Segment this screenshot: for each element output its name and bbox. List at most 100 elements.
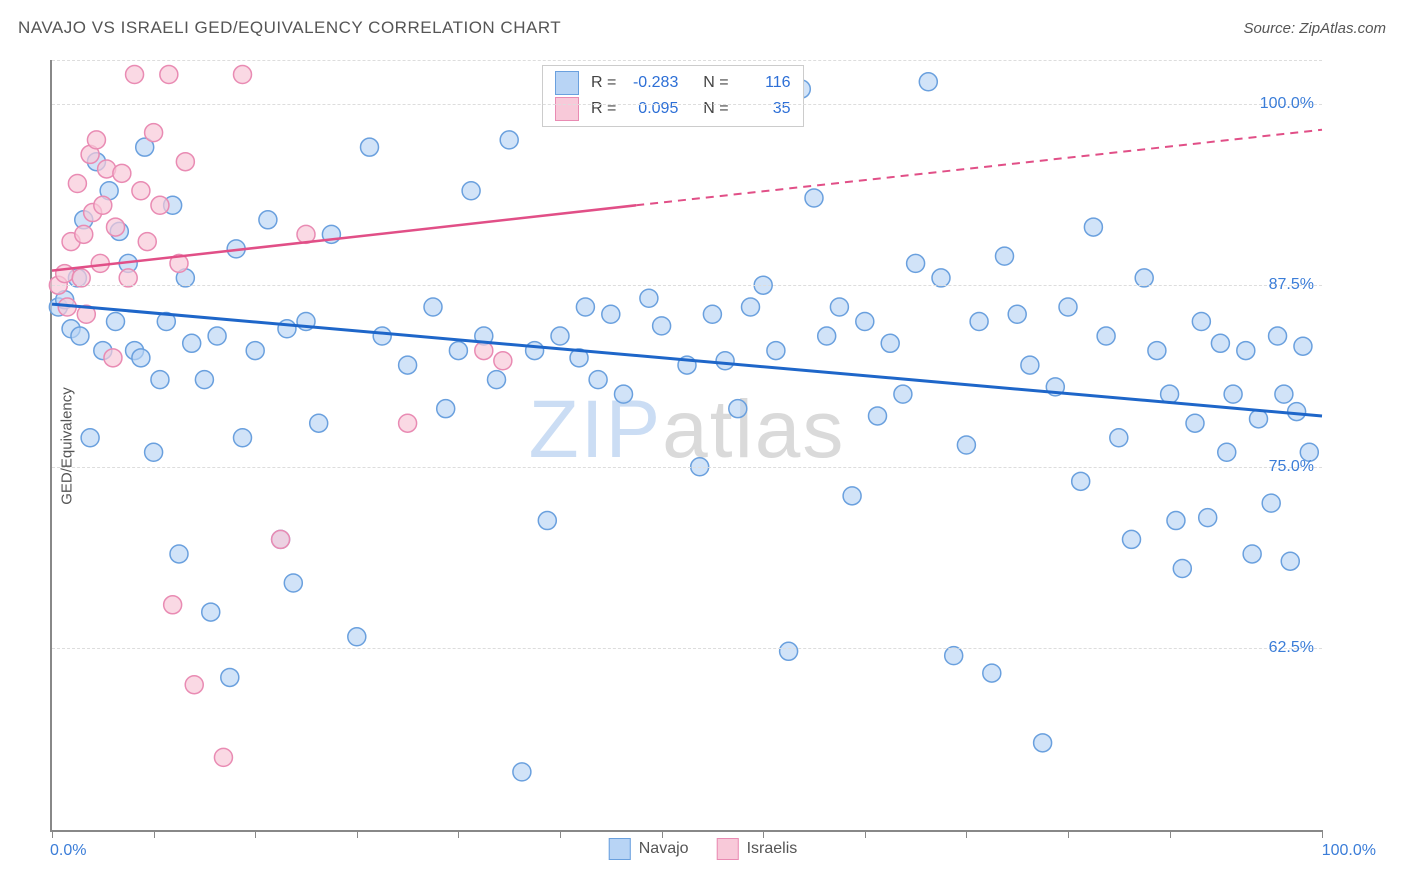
- scatter-point: [202, 603, 220, 621]
- scatter-point: [1262, 494, 1280, 512]
- scatter-point: [195, 371, 213, 389]
- scatter-point: [1250, 410, 1268, 428]
- scatter-point: [500, 131, 518, 149]
- gridline: [52, 467, 1322, 468]
- x-tick: [560, 830, 561, 838]
- trend-line: [52, 304, 1322, 416]
- scatter-point: [1161, 385, 1179, 403]
- scatter-point: [272, 530, 290, 548]
- x-tick: [865, 830, 866, 838]
- x-tick: [763, 830, 764, 838]
- stats-row-israelis: R = 0.095 N = 35: [555, 96, 791, 122]
- scatter-point: [68, 174, 86, 192]
- scatter-point: [729, 400, 747, 418]
- scatter-point: [399, 414, 417, 432]
- x-tick: [458, 830, 459, 838]
- scatter-point: [56, 265, 74, 283]
- r-navajo: -0.283: [624, 70, 678, 96]
- scatter-point: [361, 138, 379, 156]
- scatter-point: [449, 342, 467, 360]
- scatter-point: [1243, 545, 1261, 563]
- scatter-point: [1211, 334, 1229, 352]
- scatter-point: [1224, 385, 1242, 403]
- scatter-point: [94, 196, 112, 214]
- scatter-point: [234, 429, 252, 447]
- scatter-point: [488, 371, 506, 389]
- scatter-point: [1275, 385, 1293, 403]
- scatter-point: [310, 414, 328, 432]
- scatter-point: [1008, 305, 1026, 323]
- n-navajo: 116: [737, 70, 791, 96]
- scatter-point: [881, 334, 899, 352]
- chart-svg: [52, 60, 1322, 830]
- legend-swatch-israelis: [717, 838, 739, 860]
- scatter-point: [437, 400, 455, 418]
- n-label2: N =: [703, 96, 728, 122]
- scatter-point: [145, 124, 163, 142]
- scatter-point: [214, 748, 232, 766]
- scatter-point: [780, 642, 798, 660]
- legend-navajo: Navajo: [609, 838, 689, 860]
- scatter-point: [1199, 509, 1217, 527]
- scatter-point: [151, 196, 169, 214]
- scatter-point: [716, 352, 734, 370]
- scatter-point: [132, 349, 150, 367]
- scatter-point: [907, 254, 925, 272]
- r-israelis: 0.095: [624, 96, 678, 122]
- scatter-point: [742, 298, 760, 316]
- scatter-point: [818, 327, 836, 345]
- scatter-point: [424, 298, 442, 316]
- chart-header: NAVAJO VS ISRAELI GED/EQUIVALENCY CORREL…: [18, 18, 1386, 38]
- scatter-point: [1148, 342, 1166, 360]
- scatter-point: [81, 429, 99, 447]
- scatter-point: [589, 371, 607, 389]
- x-tick: [255, 830, 256, 838]
- swatch-israelis: [555, 97, 579, 121]
- scatter-point: [970, 313, 988, 331]
- scatter-point: [75, 225, 93, 243]
- scatter-point: [185, 676, 203, 694]
- scatter-point: [576, 298, 594, 316]
- scatter-point: [160, 66, 178, 84]
- scatter-point: [234, 66, 252, 84]
- x-min-label: 0.0%: [50, 842, 86, 860]
- scatter-point: [475, 342, 493, 360]
- scatter-point: [1288, 403, 1306, 421]
- scatter-point: [526, 342, 544, 360]
- scatter-point: [1173, 559, 1191, 577]
- gridline: [52, 104, 1322, 105]
- n-label: N =: [703, 70, 728, 96]
- y-tick-label: 75.0%: [1269, 458, 1314, 476]
- scatter-point: [869, 407, 887, 425]
- scatter-point: [856, 313, 874, 331]
- scatter-point: [87, 131, 105, 149]
- scatter-point: [113, 164, 131, 182]
- x-tick: [662, 830, 663, 838]
- scatter-point: [259, 211, 277, 229]
- scatter-point: [1237, 342, 1255, 360]
- scatter-point: [843, 487, 861, 505]
- scatter-point: [246, 342, 264, 360]
- scatter-point: [1218, 443, 1236, 461]
- x-tick: [52, 830, 53, 838]
- scatter-point: [703, 305, 721, 323]
- bottom-legend: Navajo Israelis: [609, 838, 798, 860]
- stats-row-navajo: R = -0.283 N = 116: [555, 70, 791, 96]
- r-label: R =: [591, 70, 616, 96]
- gridline: [52, 60, 1322, 61]
- scatter-point: [1167, 512, 1185, 530]
- scatter-point: [1034, 734, 1052, 752]
- scatter-point: [767, 342, 785, 360]
- x-tick: [1322, 830, 1323, 838]
- scatter-point: [107, 313, 125, 331]
- plot-area: ZIPatlas R = -0.283 N = 116 R = 0.095 N …: [50, 60, 1322, 832]
- scatter-point: [1186, 414, 1204, 432]
- scatter-point: [221, 668, 239, 686]
- scatter-point: [996, 247, 1014, 265]
- y-tick-label: 62.5%: [1269, 639, 1314, 657]
- scatter-point: [151, 371, 169, 389]
- chart-title: NAVAJO VS ISRAELI GED/EQUIVALENCY CORREL…: [18, 18, 561, 38]
- scatter-point: [399, 356, 417, 374]
- scatter-point: [138, 233, 156, 251]
- legend-israelis: Israelis: [717, 838, 798, 860]
